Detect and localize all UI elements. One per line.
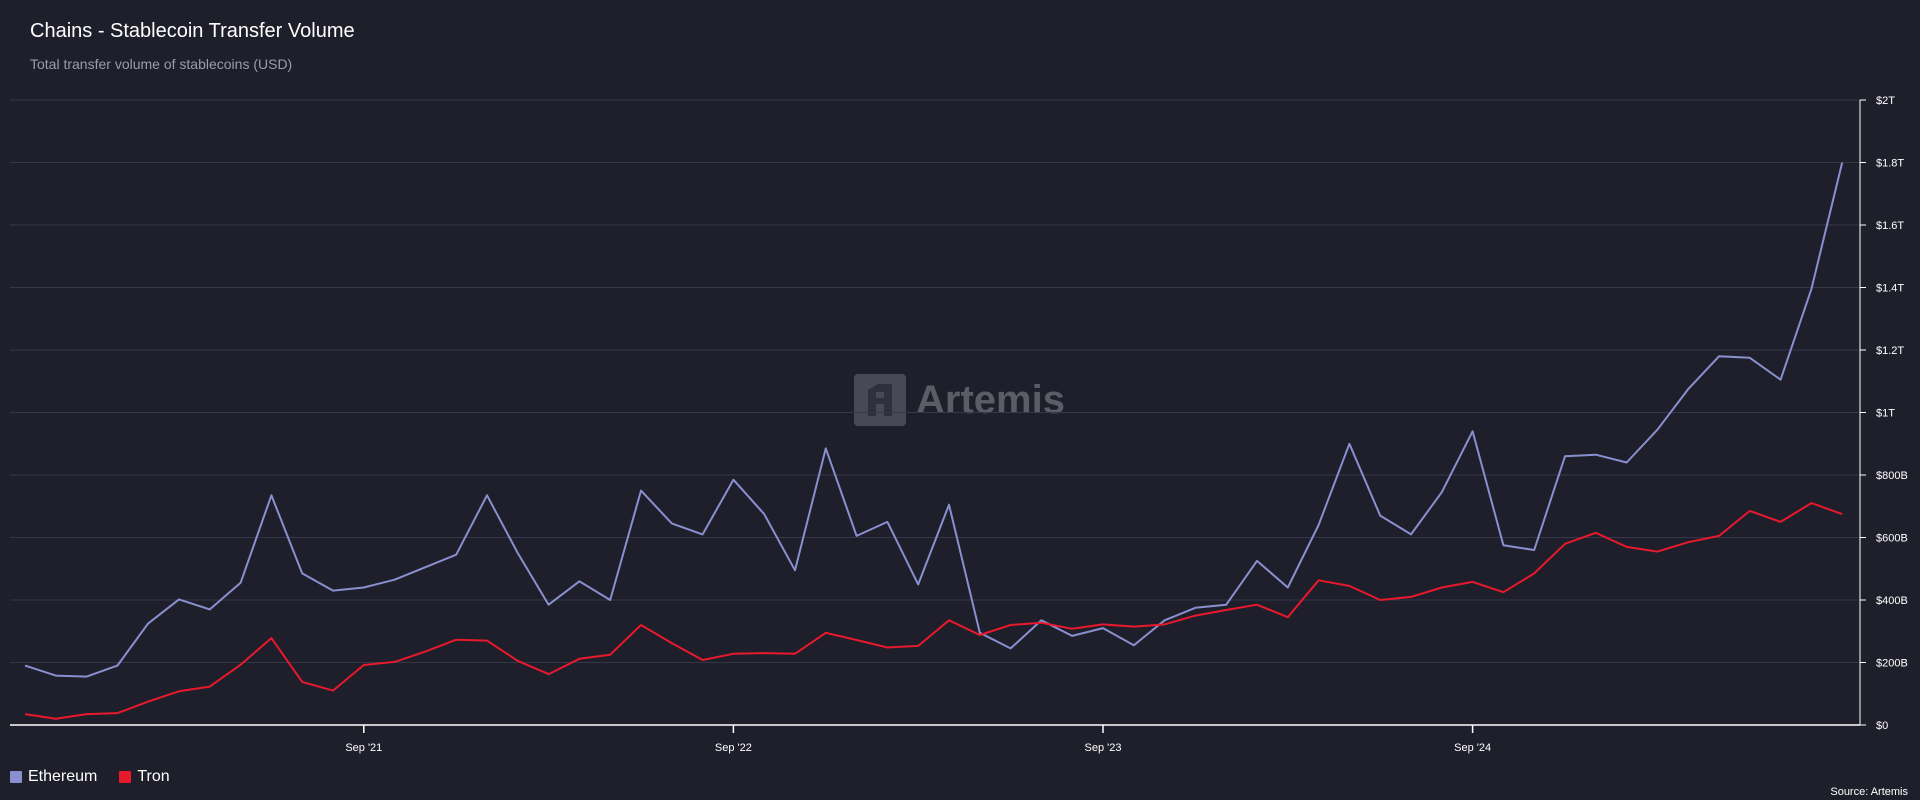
y-tick-label: $200B	[1876, 658, 1908, 670]
y-tick-label: $400B	[1876, 595, 1908, 607]
y-tick-label: $800B	[1876, 470, 1908, 482]
source-credit: Source: Artemis	[1830, 786, 1908, 798]
x-tick-label: Sep '21	[345, 742, 382, 754]
y-tick-label: $1.6T	[1876, 220, 1904, 232]
legend-swatch-ethereum	[10, 771, 22, 783]
watermark-text: Artemis	[916, 377, 1065, 422]
y-tick-label: $1.4T	[1876, 283, 1904, 295]
artemis-watermark: Artemis	[854, 374, 1065, 426]
x-axis: Sep '21 Sep '22 Sep '23 Sep '24	[345, 725, 1491, 754]
chart-title: Chains - Stablecoin Transfer Volume	[30, 20, 355, 42]
x-tick-label: Sep '23	[1085, 742, 1122, 754]
legend-item-ethereum[interactable]: Ethereum	[10, 768, 97, 786]
series-line-tron[interactable]	[24, 502, 1843, 720]
y-tick-label: $600B	[1876, 533, 1908, 545]
artemis-logo-icon	[854, 374, 906, 426]
legend-label-ethereum: Ethereum	[28, 768, 98, 785]
legend-label-tron: Tron	[137, 768, 170, 785]
chart-subtitle: Total transfer volume of stablecoins (US…	[30, 56, 293, 72]
y-tick-label: $0	[1876, 720, 1888, 732]
series-line-ethereum[interactable]	[24, 162, 1844, 678]
legend-item-tron[interactable]: Tron	[119, 768, 170, 786]
x-tick-label: Sep '24	[1454, 742, 1491, 754]
grid-lines	[10, 99, 1860, 726]
y-tick-label: $2T	[1876, 95, 1895, 107]
legend: Ethereum Tron	[10, 768, 170, 786]
series-lines	[24, 162, 1844, 720]
x-tick-label: Sep '22	[715, 742, 752, 754]
y-tick-label: $1T	[1876, 408, 1895, 420]
y-axis: $0 $200B $400B $600B $800B $1T $1.2T $1.4T $1.6T…	[1859, 95, 1908, 732]
legend-swatch-tron	[119, 771, 132, 783]
y-tick-label: $1.8T	[1876, 158, 1904, 170]
y-tick-label: $1.2T	[1876, 345, 1904, 357]
